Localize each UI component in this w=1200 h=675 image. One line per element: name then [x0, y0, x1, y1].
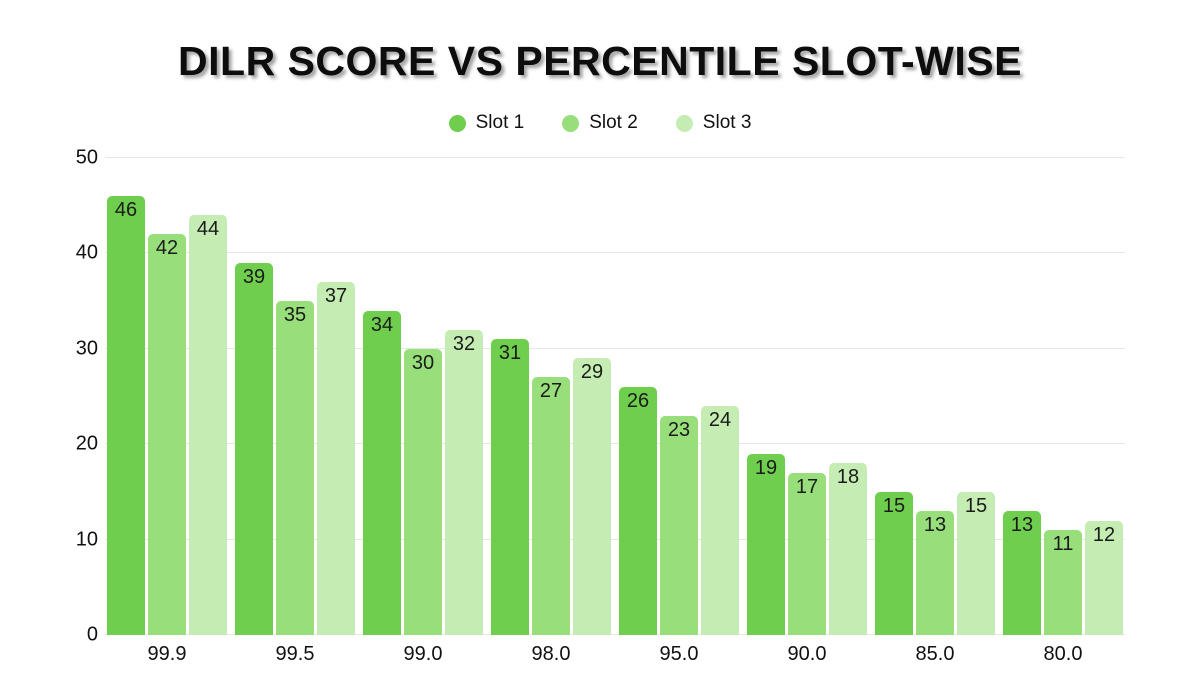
bar-value-label: 31 [498, 342, 522, 365]
bar-value-label: 29 [580, 361, 604, 384]
bar-slot2-99.5: 35 [276, 301, 314, 635]
chart-title: DILR SCORE VS PERCENTILE SLOT-WISE [178, 38, 1022, 84]
gridline [105, 634, 1125, 635]
bar-slot2-95.0: 23 [660, 415, 698, 635]
bar-value-label: 15 [882, 494, 906, 517]
x-tick-label: 98.0 [531, 643, 571, 665]
bar-slot1-98.0: 31 [491, 339, 529, 635]
bar-slot2-90.0: 17 [788, 472, 826, 635]
bar-value-label: 39 [242, 265, 266, 288]
y-tick-label: 30 [75, 337, 98, 360]
bar-value-label: 15 [964, 494, 988, 517]
gridline [105, 538, 1125, 540]
bar-group-99.9: 46 42 44 [107, 196, 227, 635]
gridline [105, 252, 1125, 254]
bar-slot2-85.0: 13 [916, 510, 954, 635]
x-tick-label: 95.0 [659, 643, 699, 665]
bar-slot1-99.0: 34 [363, 310, 401, 635]
bar-group-90.0: 19 17 18 [747, 453, 867, 635]
bar-value-label: 12 [1092, 523, 1116, 546]
gridline [105, 443, 1125, 445]
bars-row: 46 42 44 39 35 37 34 30 32 31 27 29 26 23 24 19 17 18 15 13… [107, 158, 1123, 635]
bar-value-label: 34 [370, 313, 394, 336]
y-tick-label: 50 [75, 146, 98, 169]
bar-slot2-99.9: 42 [148, 234, 186, 635]
legend-label: Slot 3 [702, 112, 752, 133]
bar-value-label: 35 [283, 304, 307, 327]
x-tick-label: 99.9 [147, 643, 187, 665]
legend-swatch-icon [448, 114, 466, 132]
legend-item-slot-2: Slot 2 [562, 112, 638, 134]
bar-slot2-99.0: 30 [404, 348, 442, 635]
bar-value-label: 46 [114, 199, 138, 222]
bar-slot3-98.0: 29 [573, 358, 611, 635]
bar-value-label: 19 [754, 456, 778, 479]
bar-slot3-99.9: 44 [189, 215, 227, 635]
bar-slot2-80.0: 11 [1044, 530, 1082, 635]
x-axis: 99.9 99.5 99.0 98.0 95.0 90.0 85.0 80.0 [107, 643, 1123, 666]
bar-value-label: 13 [923, 513, 947, 536]
x-tick-label: 90.0 [787, 643, 827, 665]
bar-group-98.0: 31 27 29 [491, 339, 611, 635]
bar-value-label: 18 [836, 466, 860, 489]
bar-value-label: 27 [539, 380, 563, 403]
bar-slot1-85.0: 15 [875, 491, 913, 635]
x-tick-label: 99.0 [403, 643, 443, 665]
bar-slot1-95.0: 26 [619, 386, 657, 635]
legend-label: Slot 2 [589, 112, 638, 133]
bar-slot1-99.9: 46 [107, 196, 145, 635]
bar-slot3-90.0: 18 [829, 463, 867, 635]
bar-group-85.0: 15 13 15 [875, 491, 995, 635]
x-tick-label: 85.0 [915, 643, 955, 665]
x-tick-label: 80.0 [1043, 643, 1083, 665]
bar-value-label: 44 [196, 218, 220, 241]
legend-item-slot-3: Slot 3 [675, 112, 752, 134]
legend-label: Slot 1 [475, 112, 525, 133]
bar-slot1-90.0: 19 [747, 453, 785, 635]
bar-slot3-99.0: 32 [445, 329, 483, 635]
legend-item-slot-1: Slot 1 [448, 112, 525, 134]
bar-value-label: 26 [626, 389, 650, 412]
gridline [105, 157, 1125, 158]
bar-value-label: 13 [1010, 513, 1034, 536]
bar-group-99.5: 39 35 37 [235, 262, 355, 635]
bar-value-label: 37 [324, 285, 348, 308]
bar-group-99.0: 34 30 32 [363, 310, 483, 635]
bar-value-label: 11 [1052, 533, 1074, 556]
bar-slot1-80.0: 13 [1003, 510, 1041, 635]
bar-value-label: 24 [708, 409, 732, 432]
bar-slot1-99.5: 39 [235, 262, 273, 635]
bar-value-label: 32 [452, 332, 476, 355]
x-tick-label: 99.5 [275, 643, 315, 665]
y-tick-label: 0 [86, 623, 98, 646]
y-tick-label: 10 [75, 528, 98, 551]
y-axis: 0 10 20 30 40 50 [52, 147, 98, 646]
plot-area: 46 42 44 39 35 37 34 30 32 31 27 29 26 23 24 19 17 18 15 13… [105, 157, 1125, 635]
bar-slot2-98.0: 27 [532, 377, 570, 635]
bar-value-label: 23 [667, 418, 691, 441]
legend-swatch-icon [675, 114, 693, 132]
legend: Slot 1 Slot 2 Slot 3 [0, 112, 1200, 134]
bar-group-80.0: 13 11 12 [1003, 510, 1123, 635]
bar-slot3-80.0: 12 [1085, 520, 1123, 635]
bar-group-95.0: 26 23 24 [619, 386, 739, 635]
y-tick-label: 20 [75, 432, 98, 455]
gridline [105, 347, 1125, 349]
legend-swatch-icon [562, 114, 580, 132]
bar-value-label: 30 [411, 351, 435, 374]
bar-slot3-95.0: 24 [701, 406, 739, 635]
bar-slot3-99.5: 37 [317, 282, 355, 635]
bar-slot3-85.0: 15 [957, 491, 995, 635]
y-tick-label: 40 [75, 241, 98, 264]
bar-value-label: 17 [795, 475, 819, 498]
bar-value-label: 42 [155, 237, 179, 260]
